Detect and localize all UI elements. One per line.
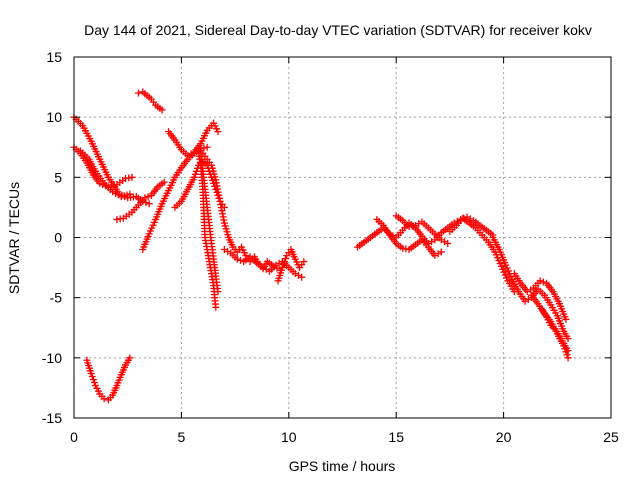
data-point [190, 173, 198, 181]
y-tick-label: 5 [54, 169, 62, 185]
data-point [298, 273, 306, 281]
tick-layer: 0 5 10 15 20 25 -15 -10 -5 0 5 10 15 [42, 49, 619, 445]
y-tick-label: -10 [42, 350, 62, 366]
data-point [203, 143, 211, 151]
data-point [191, 170, 199, 178]
y-tick-label: -5 [50, 290, 63, 306]
data-point [437, 248, 445, 256]
data-point [87, 369, 95, 377]
y-tick-label: 0 [54, 230, 62, 246]
data-point [128, 173, 136, 181]
series-arc-n [274, 246, 308, 285]
data-point [563, 351, 571, 359]
series-arc-h [165, 119, 222, 160]
data-point [90, 379, 98, 387]
data-point [300, 258, 308, 266]
y-tick-label: 15 [46, 49, 62, 65]
data-point [158, 106, 166, 114]
series-arc-c [76, 147, 134, 201]
x-tick-label: 20 [496, 429, 512, 445]
data-point [160, 178, 168, 186]
data-layer [70, 88, 572, 404]
series-arc-p [373, 215, 445, 260]
y-tick-label: 10 [46, 109, 62, 125]
series-arc-r [446, 214, 518, 296]
series-arc-k [197, 147, 222, 296]
data-point [539, 278, 547, 286]
data-point [141, 194, 149, 202]
data-point [562, 315, 570, 323]
series-arc-l [199, 149, 284, 274]
series-arc-s [489, 234, 572, 343]
chart-title: Day 144 of 2021, Sidereal Day-to-day VTE… [84, 22, 592, 38]
series-arc-m [220, 246, 306, 281]
series-arc-f [113, 178, 168, 223]
data-point [214, 288, 222, 296]
y-axis-label: SDTVAR / TECUs [6, 182, 22, 294]
data-point [282, 255, 290, 263]
data-point [88, 372, 96, 380]
grid-layer [74, 57, 611, 418]
data-point [126, 190, 134, 198]
data-point [444, 240, 452, 248]
data-point [126, 354, 134, 362]
data-point [214, 128, 222, 136]
data-point [100, 395, 108, 403]
data-point [145, 200, 153, 208]
y-tick-label: -15 [42, 410, 62, 426]
data-point [564, 354, 572, 362]
x-tick-label: 25 [603, 429, 619, 445]
data-point [89, 375, 97, 383]
data-point [564, 335, 572, 343]
x-tick-label: 10 [281, 429, 297, 445]
data-point [564, 347, 572, 355]
data-point [144, 193, 152, 201]
data-point [278, 264, 286, 272]
data-point [233, 255, 241, 263]
series-arc-v [538, 306, 572, 355]
series-arc-t [510, 270, 570, 323]
series-arc-e [134, 88, 166, 114]
x-tick-label: 5 [178, 429, 186, 445]
data-point [134, 89, 142, 97]
data-point [281, 258, 289, 266]
data-point [536, 277, 544, 285]
series-arc-d [83, 354, 134, 404]
x-tick-label: 0 [70, 429, 78, 445]
data-point [212, 303, 220, 311]
series-arc-q [392, 212, 452, 248]
data-point [279, 261, 287, 269]
x-axis-label: GPS time / hours [289, 458, 396, 474]
x-tick-label: 15 [388, 429, 404, 445]
